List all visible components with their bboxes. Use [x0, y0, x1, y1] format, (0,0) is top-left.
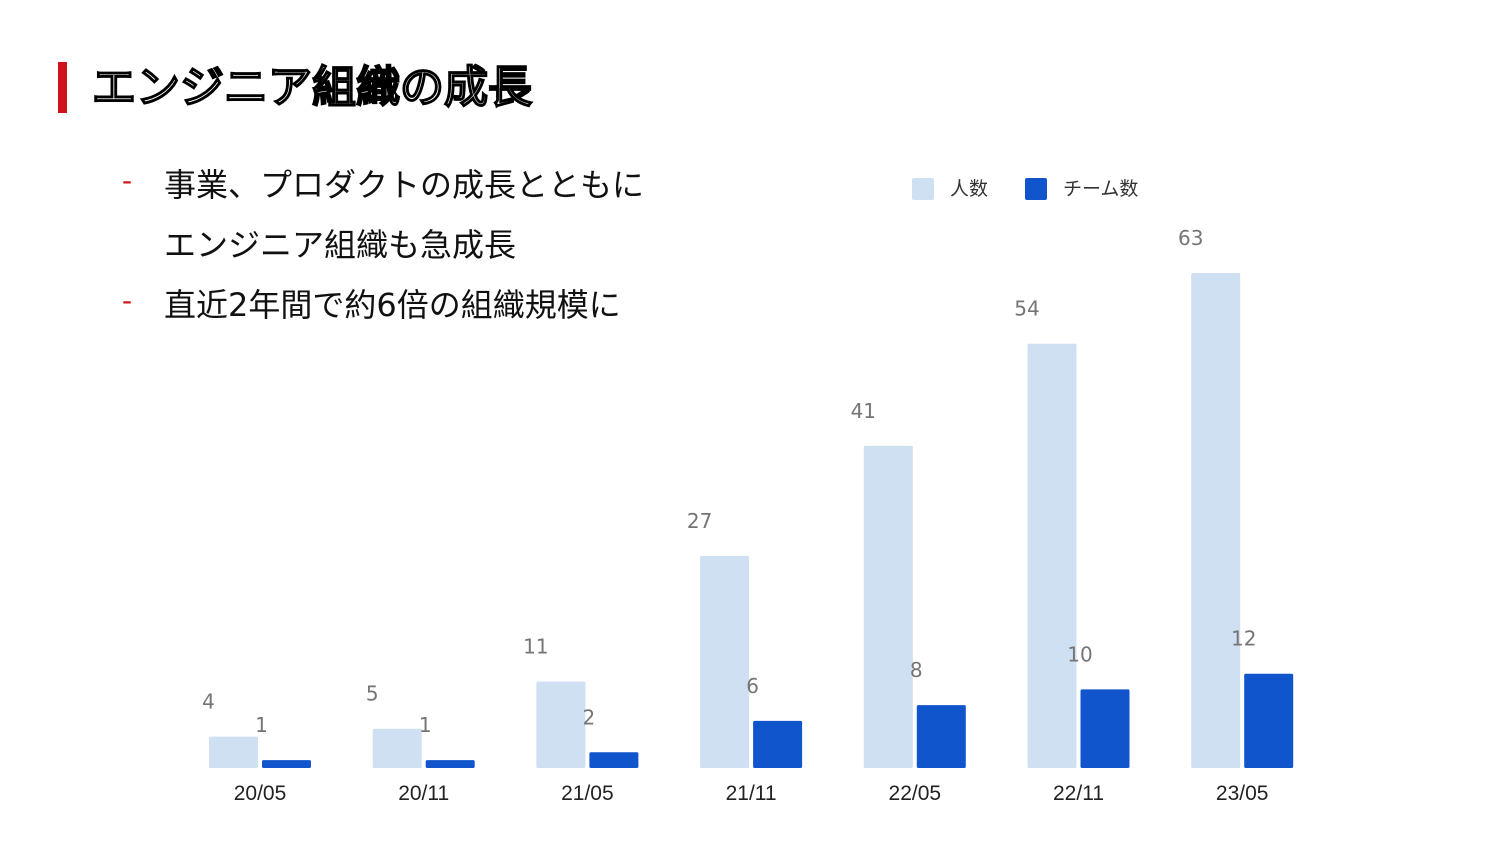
data-label: 2 — [583, 705, 596, 729]
legend-swatch-teams — [1025, 178, 1047, 200]
bullet-dash: - — [122, 164, 133, 197]
legend-label-teams: チーム数 — [1063, 178, 1139, 200]
data-label: 11 — [523, 635, 548, 659]
data-label: 6 — [746, 674, 759, 698]
x-tick-label: 20/11 — [398, 782, 449, 805]
data-label: 1 — [255, 713, 268, 737]
bar-teams — [589, 752, 639, 768]
x-tick-label: 22/11 — [1053, 782, 1104, 805]
bullet-text: 直近2年間で約6倍の組織規模に — [164, 286, 621, 324]
legend-label-people: 人数 — [950, 178, 989, 200]
bar-people — [700, 555, 750, 768]
data-label: 1 — [419, 713, 432, 737]
bar-people — [1027, 343, 1077, 768]
x-tick-label: 23/05 — [1216, 782, 1269, 805]
data-label: 4 — [202, 690, 215, 714]
data-label: 41 — [851, 399, 876, 423]
bar-teams — [262, 760, 311, 768]
title-accent-bar — [58, 62, 67, 113]
bar-people — [372, 728, 422, 768]
bar-people — [209, 736, 258, 768]
data-label: 10 — [1067, 642, 1092, 666]
x-tick-label: 21/05 — [561, 782, 614, 805]
data-label: 8 — [910, 658, 923, 682]
legend-swatch-people — [912, 178, 934, 200]
bullet-text: エンジニア組織も急成長 — [164, 226, 517, 264]
bar-teams — [753, 720, 803, 768]
data-label: 54 — [1014, 297, 1039, 321]
bar-people — [1191, 273, 1241, 768]
bullet-text: 事業、プロダクトの成長とともに — [164, 166, 645, 204]
data-label: 5 — [366, 682, 379, 706]
bar-teams — [916, 705, 966, 768]
data-label: 12 — [1231, 627, 1256, 651]
bar-teams — [1080, 689, 1130, 768]
bar-people — [536, 681, 586, 768]
bar-teams — [1244, 673, 1294, 768]
bar-people — [863, 445, 913, 768]
bar-teams — [425, 760, 475, 768]
data-label: 27 — [687, 509, 712, 533]
bullet-dash: - — [122, 284, 133, 317]
data-label: 63 — [1178, 226, 1203, 250]
x-tick-label: 20/05 — [234, 782, 287, 805]
page-title: エンジニア組織の成長 — [91, 61, 533, 114]
x-tick-label: 22/05 — [889, 782, 942, 805]
x-tick-label: 21/11 — [726, 782, 777, 805]
